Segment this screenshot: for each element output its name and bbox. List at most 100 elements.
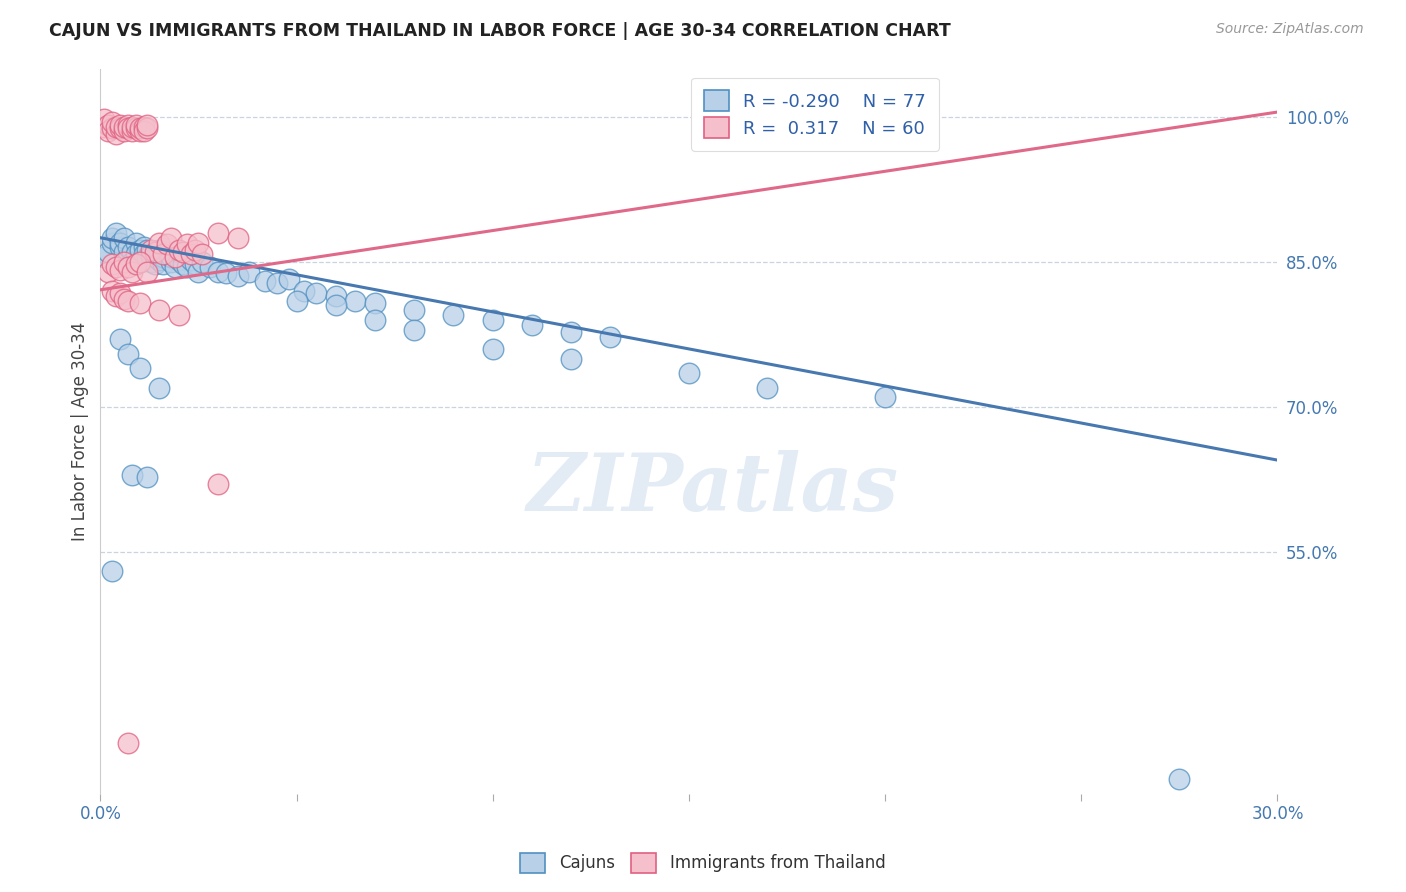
Point <box>117 736 139 750</box>
Point <box>97 124 120 138</box>
Point <box>101 284 124 298</box>
Point <box>141 247 163 261</box>
Point <box>226 269 249 284</box>
Point <box>187 264 209 278</box>
Point <box>93 112 115 126</box>
Point <box>148 303 170 318</box>
Point <box>148 235 170 250</box>
Point <box>108 240 131 254</box>
Point <box>520 318 543 332</box>
Point <box>93 250 115 264</box>
Point <box>101 121 124 136</box>
Point <box>156 237 179 252</box>
Point <box>105 260 128 274</box>
Point <box>101 235 124 250</box>
Point <box>344 293 367 308</box>
Point <box>117 121 139 136</box>
Point <box>112 231 135 245</box>
Point <box>325 298 347 312</box>
Point <box>121 467 143 482</box>
Point <box>108 262 131 277</box>
Point <box>128 244 150 258</box>
Point <box>148 244 170 258</box>
Point <box>143 245 166 260</box>
Point <box>93 120 115 134</box>
Point <box>124 257 146 271</box>
Point <box>163 260 186 274</box>
Point <box>121 124 143 138</box>
Point <box>112 245 135 260</box>
Point <box>97 118 120 132</box>
Point <box>364 313 387 327</box>
Text: ZIPatlas: ZIPatlas <box>526 450 898 528</box>
Point <box>678 366 700 380</box>
Point <box>112 255 135 269</box>
Point <box>756 381 779 395</box>
Point <box>121 264 143 278</box>
Point <box>101 564 124 578</box>
Point <box>183 257 205 271</box>
Point <box>132 247 155 261</box>
Point <box>215 267 238 281</box>
Point <box>105 289 128 303</box>
Point <box>101 257 124 271</box>
Point <box>128 124 150 138</box>
Point <box>148 252 170 267</box>
Point <box>132 240 155 254</box>
Point <box>152 257 174 271</box>
Point <box>121 120 143 134</box>
Point <box>180 247 202 261</box>
Legend: Cajuns, Immigrants from Thailand: Cajuns, Immigrants from Thailand <box>513 847 893 880</box>
Point <box>266 276 288 290</box>
Point <box>101 231 124 245</box>
Point <box>105 226 128 240</box>
Point <box>481 342 503 356</box>
Point <box>112 292 135 306</box>
Point <box>560 351 582 366</box>
Point <box>136 244 159 258</box>
Point <box>128 361 150 376</box>
Point <box>105 128 128 142</box>
Point <box>117 118 139 132</box>
Point <box>136 264 159 278</box>
Point <box>128 295 150 310</box>
Point <box>167 308 190 322</box>
Point <box>160 231 183 245</box>
Point <box>285 293 308 308</box>
Point <box>121 255 143 269</box>
Point <box>105 120 128 134</box>
Point <box>152 247 174 261</box>
Point <box>108 285 131 300</box>
Text: Source: ZipAtlas.com: Source: ZipAtlas.com <box>1216 22 1364 37</box>
Point <box>226 231 249 245</box>
Point <box>305 285 328 300</box>
Point <box>160 255 183 269</box>
Point <box>191 255 214 269</box>
Point <box>121 245 143 260</box>
Point <box>207 477 229 491</box>
Y-axis label: In Labor Force | Age 30-34: In Labor Force | Age 30-34 <box>72 321 89 541</box>
Point <box>599 330 621 344</box>
Point <box>254 274 277 288</box>
Point <box>560 325 582 339</box>
Point <box>481 313 503 327</box>
Point <box>172 245 194 260</box>
Point <box>325 289 347 303</box>
Point <box>117 250 139 264</box>
Point <box>132 120 155 134</box>
Point <box>108 118 131 132</box>
Point <box>1168 772 1191 787</box>
Point <box>875 390 897 404</box>
Point <box>160 250 183 264</box>
Point <box>117 347 139 361</box>
Point <box>112 120 135 134</box>
Point <box>136 469 159 483</box>
Point <box>183 244 205 258</box>
Point <box>136 250 159 264</box>
Point <box>180 252 202 267</box>
Point <box>128 121 150 136</box>
Point <box>238 264 260 278</box>
Point <box>132 124 155 138</box>
Point <box>152 250 174 264</box>
Point <box>141 255 163 269</box>
